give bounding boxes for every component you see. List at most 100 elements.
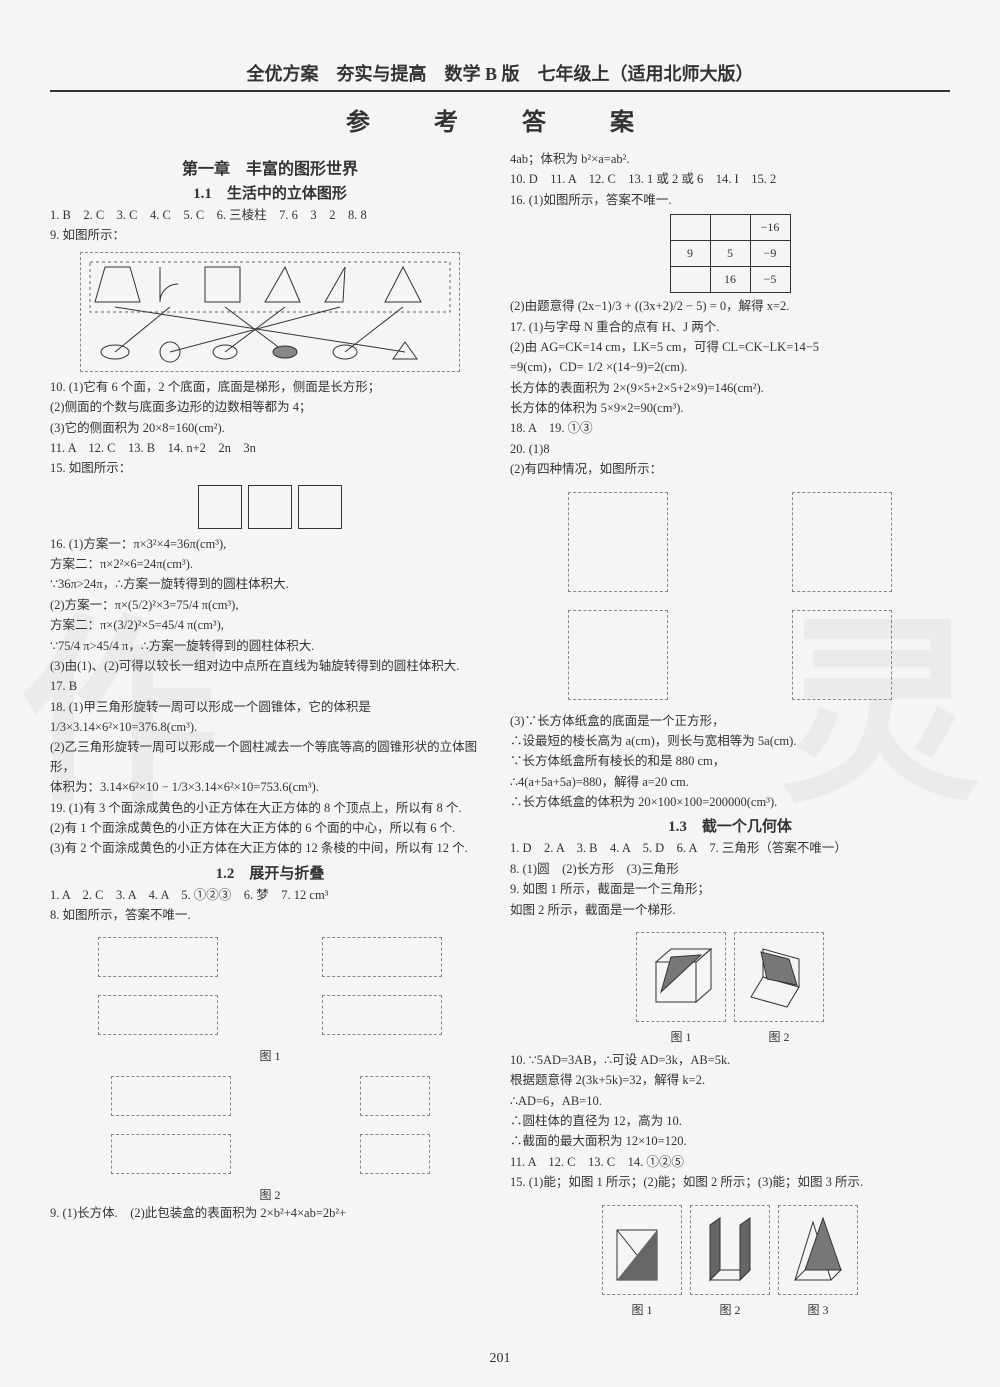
answer-line: 9. 如图所示： xyxy=(50,226,490,245)
figure-caption: 图 2 xyxy=(734,1028,824,1045)
shapes-diagram xyxy=(85,257,455,367)
grid-figure xyxy=(360,1134,430,1174)
figure-block: 图 2 xyxy=(734,926,824,1045)
answer-line: 16. (1)如图所示，答案不唯一. xyxy=(510,191,950,210)
figure-20-row2 xyxy=(510,604,950,706)
figure-15-row: 图 1 图 2 图 3 xyxy=(510,1199,950,1318)
figure-8-row2 xyxy=(50,989,490,1041)
answer-line: 8. 如图所示，答案不唯一. xyxy=(50,906,490,925)
grid-figure xyxy=(322,937,442,977)
grid-cell: −16 xyxy=(750,215,790,241)
answer-line: 9. 如图 1 所示，截面是一个三角形； xyxy=(510,880,950,899)
figure-block: 图 2 xyxy=(690,1199,770,1318)
answer-line: 方案二：π×(3/2)²×5=45/4 π(cm³), xyxy=(50,616,490,635)
figure-20-row1 xyxy=(510,486,950,598)
answer-line: 18. A 19. ①③ xyxy=(510,419,950,438)
answer-line: 10. ∵5AD=3AB，∴可设 AD=3k，AB=5k. xyxy=(510,1051,950,1070)
right-column: 4ab；体积为 b²×a=ab². 10. D 11. A 12. C 13. … xyxy=(510,149,950,1324)
net-figure xyxy=(568,492,668,592)
answer-line: 长方体的表面积为 2×(9×5+2×5+2×9)=146(cm²). xyxy=(510,379,950,398)
small-shape xyxy=(248,485,292,529)
figure-block: 图 1 xyxy=(602,1199,682,1318)
answer-line: ∴圆柱体的直径为 12，高为 10. xyxy=(510,1112,950,1131)
figure-caption: 图 2 xyxy=(690,1301,770,1318)
answer-line: ∵长方体纸盒所有棱长的和是 880 cm， xyxy=(510,752,950,771)
answer-line: 如图 2 所示，截面是一个梯形. xyxy=(510,901,950,920)
answer-line: 15. (1)能；如图 1 所示；(2)能；如图 2 所示；(3)能；如图 3 … xyxy=(510,1173,950,1192)
answer-line: 16. (1)方案一：π×3²×4=36π(cm³), xyxy=(50,535,490,554)
figure-caption: 图 2 xyxy=(50,1186,490,1203)
answer-line: =9(cm)，CD= 1/2 ×(14−9)=2(cm). xyxy=(510,358,950,377)
answer-line: 1. B 2. C 3. C 4. C 5. C 6. 三棱柱 7. 6 3 2… xyxy=(50,206,490,225)
figure-caption: 图 1 xyxy=(636,1028,726,1045)
solid-figure xyxy=(690,1205,770,1295)
answer-line: (2)乙三角形旋转一周可以形成一个圆柱减去一个等底等高的圆锥形状的立体图形， xyxy=(50,738,490,777)
answer-line: ∴AD=6，AB=10. xyxy=(510,1092,950,1111)
answer-line: (2)由 AG=CK=14 cm，LK=5 cm，可得 CL=CK−LK=14−… xyxy=(510,338,950,357)
grid-cell: −5 xyxy=(750,267,790,293)
figure-9-row: 图 1 图 2 xyxy=(510,926,950,1045)
grid-figure xyxy=(98,995,218,1035)
page-number: 201 xyxy=(0,1351,1000,1367)
grid-cell: 16 xyxy=(710,267,750,293)
answer-line: 10. D 11. A 12. C 13. 1 或 2 或 6 14. I 15… xyxy=(510,170,950,189)
answer-line: 11. A 12. C 13. C 14. ①②⑤ xyxy=(510,1153,950,1172)
cube-section-figure xyxy=(636,932,726,1022)
small-shape xyxy=(198,485,242,529)
section-1-1-title: 1.1 生活中的立体图形 xyxy=(50,182,490,203)
answer-line: 9. (1)长方体. (2)此包装盒的表面积为 2×b²+4×ab=2b²+ xyxy=(50,1204,490,1223)
figure-8-row3 xyxy=(50,1070,490,1122)
answer-line: 17. (1)与字母 N 重合的点有 H、J 两个. xyxy=(510,318,950,337)
chapter-title: 第一章 丰富的图形世界 xyxy=(50,155,490,179)
figure-8-row1 xyxy=(50,931,490,983)
answer-line: (3)由(1)、(2)可得以较长一组对边中点所在直线为轴旋转得到的圆柱体积大. xyxy=(50,657,490,676)
section-1-3-title: 1.3 截一个几何体 xyxy=(510,815,950,836)
answer-line: (3)它的侧面积为 20×8=160(cm²). xyxy=(50,419,490,438)
answer-line: 19. (1)有 3 个面涂成黄色的小正方体在大正方体的 8 个顶点上，所以有 … xyxy=(50,799,490,818)
answer-line: ∴设最短的棱长高为 a(cm)，则长与宽相等为 5a(cm). xyxy=(510,732,950,751)
cube-section-figure xyxy=(734,932,824,1022)
answer-line: 17. B xyxy=(50,677,490,696)
answer-line: (2)有四种情况，如图所示： xyxy=(510,460,950,479)
figure-caption: 图 1 xyxy=(50,1047,490,1064)
grid-cell: −9 xyxy=(750,241,790,267)
figure-block: 图 1 xyxy=(636,926,726,1045)
grid-figure xyxy=(322,995,442,1035)
answer-line: 10. (1)它有 6 个面，2 个底面，底面是梯形，侧面是长方形； xyxy=(50,378,490,397)
section-1-2-title: 1.2 展开与折叠 xyxy=(50,862,490,883)
answer-line: 20. (1)8 xyxy=(510,440,950,459)
answer-line: ∵75/4 π>45/4 π，∴方案一旋转得到的圆柱体积大. xyxy=(50,637,490,656)
answer-line: (2)侧面的个数与底面多边形的边数相等都为 4； xyxy=(50,398,490,417)
figure-caption: 图 1 xyxy=(602,1301,682,1318)
grid-cell: 5 xyxy=(710,241,750,267)
answer-line: ∴长方体纸盒的体积为 20×100×100=200000(cm³). xyxy=(510,793,950,812)
answer-line: 15. 如图所示： xyxy=(50,459,490,478)
grid-cell: 9 xyxy=(670,241,710,267)
grid-figure xyxy=(98,937,218,977)
answer-line: ∴截面的最大面积为 12×10=120. xyxy=(510,1132,950,1151)
answer-line: (3)有 2 个面涂成黄色的小正方体在大正方体的 12 条棱的中间，所以有 12… xyxy=(50,839,490,858)
answer-line: 方案二：π×2²×6=24π(cm³). xyxy=(50,555,490,574)
net-figure xyxy=(792,610,892,700)
answer-line: 1. D 2. A 3. B 4. A 5. D 6. A 7. 三角形（答案不… xyxy=(510,839,950,858)
grid-figure xyxy=(111,1134,231,1174)
answer-line: 1. A 2. C 3. A 4. A 5. ①②③ 6. 梦 7. 12 cm… xyxy=(50,886,490,905)
answer-line: 18. (1)甲三角形旋转一周可以形成一个圆锥体，它的体积是 xyxy=(50,698,490,717)
net-figure xyxy=(792,492,892,592)
grid-figure xyxy=(111,1076,231,1116)
content-columns: 第一章 丰富的图形世界 1.1 生活中的立体图形 1. B 2. C 3. C … xyxy=(50,149,950,1324)
answer-line: 根据题意得 2(3k+5k)=32，解得 k=2. xyxy=(510,1071,950,1090)
answer-line: (2)方案一：π×(5/2)²×3=75/4 π(cm³), xyxy=(50,596,490,615)
answer-line: 1/3×3.14×6²×10=376.8(cm³). xyxy=(50,718,490,737)
answer-line: 8. (1)圆 (2)长方形 (3)三角形 xyxy=(510,860,950,879)
small-shape xyxy=(298,485,342,529)
grid-figure xyxy=(360,1076,430,1116)
answer-line: 体积为：3.14×6²×10 − 1/3×3.14×6²×10=753.6(cm… xyxy=(50,778,490,797)
left-column: 第一章 丰富的图形世界 1.1 生活中的立体图形 1. B 2. C 3. C … xyxy=(50,149,490,1324)
answer-line: (3)∵长方体纸盒的底面是一个正方形， xyxy=(510,712,950,731)
figure-9 xyxy=(80,252,460,372)
figure-caption: 图 3 xyxy=(778,1301,858,1318)
answer-line: 长方体的体积为 5×9×2=90(cm³). xyxy=(510,399,950,418)
figure-block: 图 3 xyxy=(778,1199,858,1318)
answer-line: 11. A 12. C 13. B 14. n+2 2n 3n xyxy=(50,439,490,458)
